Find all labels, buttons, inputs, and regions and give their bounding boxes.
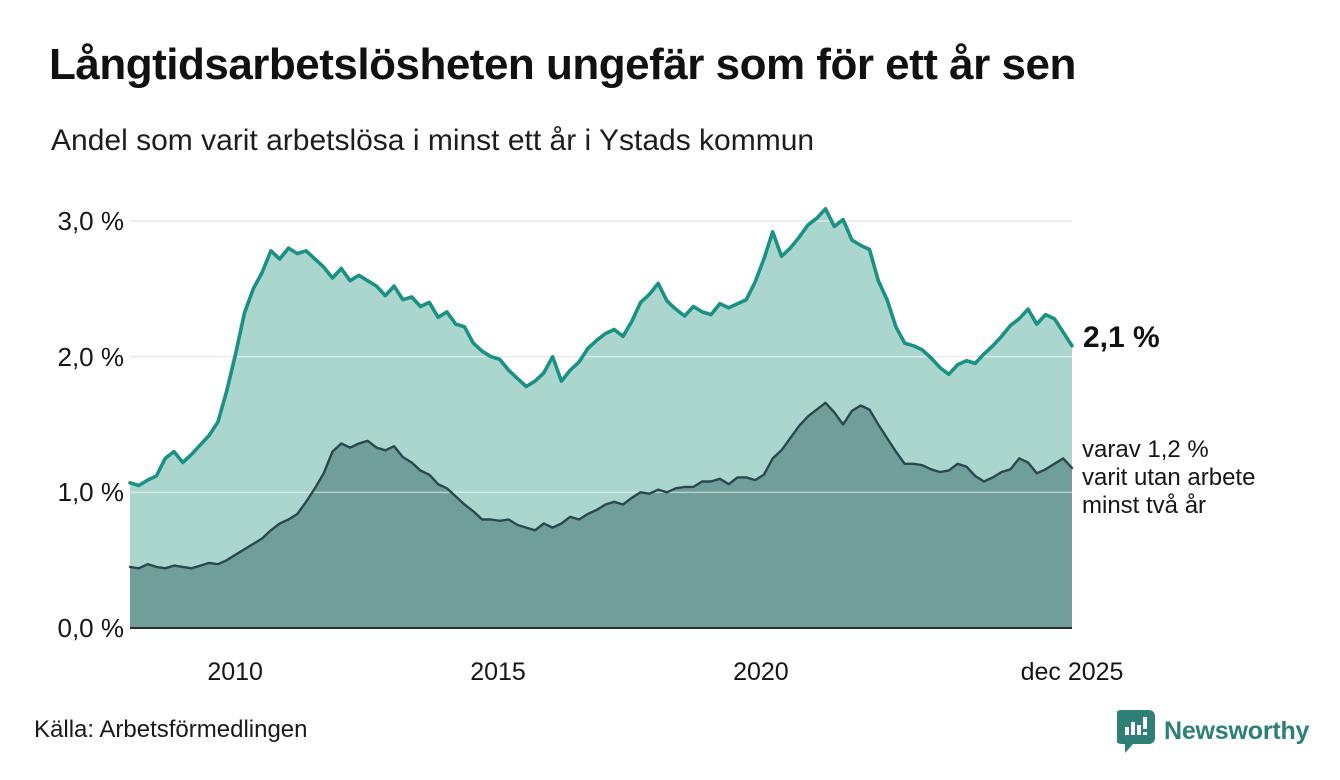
series-total-line (128, 207, 1074, 488)
latest-value-label: 2,1 % (1083, 321, 1160, 354)
newsworthy-logo: Newsworthy (1117, 709, 1309, 753)
y-tick-label: 3,0 % (57, 205, 125, 236)
series-two-years-area (130, 402, 1072, 628)
page-title: Långtidsarbetslösheten ungefär som för e… (49, 40, 1076, 89)
newsworthy-wordmark: Newsworthy (1164, 716, 1310, 745)
secondary-value-line: varit utan arbete (1082, 464, 1256, 491)
newsworthy-logo-icon (1117, 710, 1155, 753)
x-tick-label: 2020 (733, 658, 789, 686)
y-tick-label: 1,0 % (57, 477, 125, 508)
x-tick-label: dec 2025 (1020, 658, 1124, 686)
y-tick-label: 2,0 % (57, 341, 125, 372)
x-tick-label: 2015 (470, 658, 526, 686)
secondary-value-line: minst två år (1082, 492, 1207, 519)
y-tick-label: 0,0 % (57, 613, 125, 643)
source-note: Källa: Arbetsförmedlingen (34, 716, 308, 743)
secondary-value-line: varav 1,2 % (1082, 436, 1209, 463)
gridlines-over (130, 220, 1072, 494)
series-two-years-line (128, 401, 1074, 570)
x-tick-label: 2010 (207, 658, 263, 686)
secondary-value-label: varav 1,2 % varit utan arbete minst två … (1082, 436, 1255, 520)
logo-bars (1125, 717, 1147, 735)
logo-bubble (1117, 710, 1155, 753)
page-subtitle: Andel som varit arbetslösa i minst ett å… (51, 124, 815, 157)
